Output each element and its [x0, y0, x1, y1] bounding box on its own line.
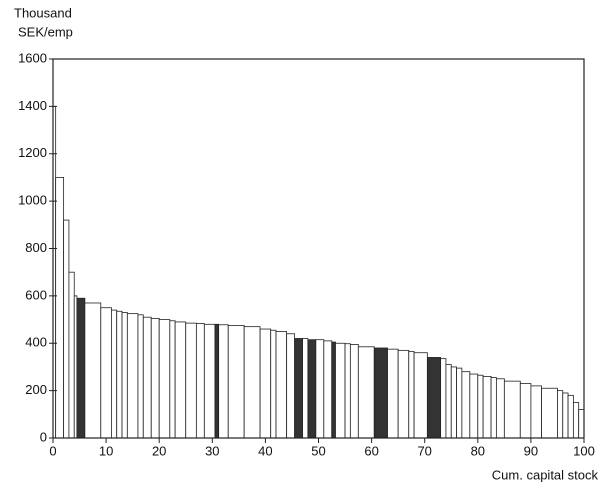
- y-tick-label: 1400: [18, 98, 47, 113]
- bar: [315, 339, 325, 439]
- bar: [323, 340, 333, 439]
- bar: [331, 341, 336, 439]
- bar: [408, 351, 415, 439]
- bar: [469, 373, 479, 439]
- bar: [158, 319, 171, 439]
- bar: [116, 310, 123, 439]
- x-tick-label: 100: [573, 443, 595, 458]
- bar: [357, 346, 375, 439]
- bar: [578, 409, 585, 439]
- bar: [195, 323, 205, 439]
- bar: [482, 376, 492, 439]
- bar: [142, 316, 152, 439]
- bar: [477, 374, 484, 439]
- y-tick-label: 200: [25, 382, 47, 397]
- bar: [218, 324, 229, 439]
- bar: [243, 326, 261, 439]
- y-tick-label: 1200: [18, 145, 47, 160]
- x-axis-label: Cum. capital stock: [492, 467, 599, 482]
- bar: [344, 343, 351, 439]
- bar: [214, 323, 220, 439]
- bar: [572, 402, 580, 439]
- bar: [456, 367, 463, 439]
- bar: [55, 177, 65, 439]
- bar: [567, 394, 574, 439]
- bar: [503, 380, 521, 439]
- bar: [68, 271, 75, 439]
- x-tick-label: 70: [417, 443, 431, 458]
- bar: [100, 307, 112, 439]
- bar: [519, 383, 532, 439]
- y-tick-label: 1600: [18, 50, 47, 65]
- bar: [294, 338, 303, 439]
- x-tick-label: 60: [364, 443, 378, 458]
- bar: [541, 387, 558, 439]
- bar: [387, 348, 399, 439]
- bar: [121, 312, 128, 439]
- bar: [349, 344, 359, 439]
- bar: [307, 339, 317, 439]
- bar: [286, 333, 296, 439]
- bar: [185, 322, 197, 439]
- bar: [373, 347, 388, 439]
- bar: [275, 331, 288, 439]
- bar: [270, 329, 277, 439]
- x-tick-label: 50: [311, 443, 325, 458]
- x-tick-label: 40: [258, 443, 272, 458]
- bar: [557, 390, 564, 439]
- bar: [426, 357, 442, 439]
- bar: [530, 385, 542, 439]
- y-tick-label: 800: [25, 240, 47, 255]
- bar: [445, 364, 452, 439]
- bar: [111, 309, 118, 439]
- bar: [495, 378, 505, 439]
- y-tick-label: 400: [25, 335, 47, 350]
- bar: [137, 314, 144, 439]
- bar: [76, 297, 86, 439]
- y-tick-label: 0: [40, 429, 47, 444]
- x-tick-label: 90: [524, 443, 538, 458]
- y-axis-label: SEK/emp: [18, 24, 73, 39]
- x-tick-label: 80: [471, 443, 485, 458]
- bar: [63, 219, 70, 439]
- x-tick-label: 0: [49, 443, 56, 458]
- bar: [126, 313, 139, 439]
- bar: [84, 302, 102, 439]
- bar: [413, 352, 428, 439]
- bar: [461, 371, 471, 439]
- bar: [259, 328, 272, 439]
- bar: [397, 349, 410, 439]
- x-tick-label: 20: [152, 443, 166, 458]
- bar: [440, 358, 447, 439]
- y-tick-label: 1000: [18, 193, 47, 208]
- x-tick-label: 30: [205, 443, 219, 458]
- bar: [562, 392, 569, 439]
- bar: [450, 366, 457, 439]
- bar: [302, 338, 309, 439]
- bar: [169, 320, 176, 439]
- y-axis-label: Thousand: [14, 5, 72, 20]
- bar: [227, 325, 245, 439]
- bar: [174, 321, 187, 439]
- bar: [490, 377, 497, 439]
- bar: [335, 342, 346, 439]
- bar: [150, 317, 160, 439]
- x-tick-label: 10: [99, 443, 113, 458]
- bar: [203, 323, 216, 439]
- y-tick-label: 600: [25, 287, 47, 302]
